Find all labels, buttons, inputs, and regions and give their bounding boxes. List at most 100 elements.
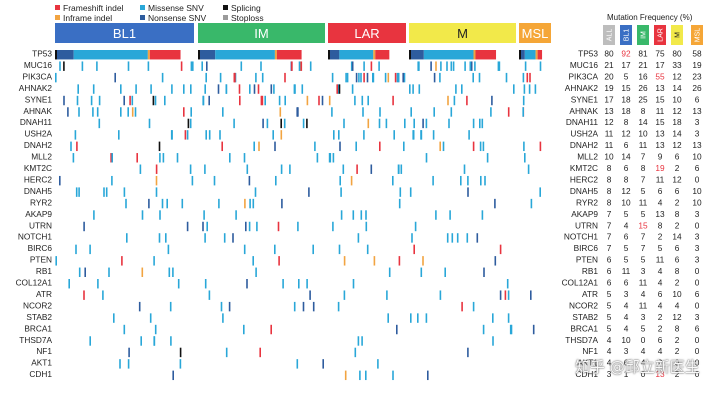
legend-swatch [223,5,228,10]
frequency-value: 10 [672,289,682,299]
frequency-value: 7 [641,243,646,253]
legend-label: Splicing [231,3,261,13]
mutation-tick [222,313,224,323]
mutation-tick [367,95,369,106]
mutation-tick [492,313,494,323]
frequency-value: 5 [624,71,629,81]
mutation-tick [357,233,360,243]
frequency-value: 0 [675,358,680,368]
mutation-tick [314,141,316,152]
mutation-tick [433,107,435,117]
mutation-tick [238,84,241,94]
frequency-value: 14 [638,117,648,127]
gene-label: DNAH11 [20,117,53,127]
mutation-tick [440,61,442,71]
mutation-tick [128,347,130,358]
mutation-tick [461,301,463,312]
mutation-tick [102,290,104,300]
mutation-tick [417,313,419,323]
frequency-value: 6 [658,186,663,196]
frequency-value: 0 [695,346,700,356]
mutation-tick [537,50,543,60]
mutation-tick [262,118,264,129]
frequency-value: 11 [639,140,648,150]
mutation-tick [340,210,343,220]
mutation-tick [422,256,424,266]
frequency-column-swatch [620,25,632,45]
mutation-tick [396,324,398,335]
frequency-value: 10 [692,197,702,207]
mutation-tick [529,72,531,83]
mutation-tick [339,50,374,60]
frequency-value: 17 [621,60,631,70]
frequency-value: 13 [655,209,665,219]
mutation-tick [246,279,248,289]
mutation-tick [497,61,500,71]
gene-label: AHNAK2 [19,83,53,93]
mutation-tick [255,72,257,83]
frequency-value: 2 [658,232,663,242]
frequency-column-swatch [603,25,615,45]
mutation-tick [192,61,194,71]
mutation-tick [191,175,194,186]
frequency-value: 11 [639,197,648,207]
mutation-tick [464,61,466,71]
gene-label: AKAP9 [25,209,52,219]
frequency-value: 12 [604,117,614,127]
frequency-value: 8 [675,266,680,276]
mutation-tick [204,233,206,243]
mutation-tick [350,61,353,71]
mutation-tick [411,50,424,60]
mutation-tick [450,61,453,71]
mutation-tick [446,233,449,243]
mutation-tick [141,267,144,277]
mutation-tick [363,72,365,83]
frequency-gene-label: COL12A1 [562,278,599,288]
frequency-value: 75 [655,49,665,59]
mutation-tick [352,279,355,289]
mutation-tick [198,50,200,60]
frequency-value: 13 [655,140,665,150]
mutation-tick [170,336,172,346]
mutation-tick [504,290,507,300]
frequency-value: 0 [695,220,700,230]
frequency-value: 12 [672,312,682,322]
mutation-tick [89,336,91,346]
frequency-value: 4 [624,220,629,230]
mutation-tick [206,221,208,232]
legend-label: Inframe indel [63,13,113,23]
frequency-value: 7 [641,174,646,184]
mutation-tick [413,118,415,129]
frequency-value: 0 [641,369,646,379]
mutation-tick [469,61,472,71]
mutation-tick [164,95,166,106]
mutation-tick [270,324,272,335]
mutation-tick [466,95,468,106]
frequency-column-label: BL1 [624,29,631,42]
mutation-tick [302,118,305,129]
mutation-tick [72,153,75,163]
frequency-value: 2 [675,335,680,345]
frequency-column-label: ALL [607,29,614,42]
mutation-tick [417,61,419,71]
frequency-value: 6 [658,335,663,345]
legend-label: Frameshift indel [63,3,124,13]
mutation-tick [396,72,399,83]
mutation-tick [539,141,542,152]
mutation-tick [397,72,400,83]
mutation-tick [221,141,223,152]
mutation-tick [338,84,341,94]
gene-label: DNAH2 [24,140,53,150]
mutation-tick [355,72,358,83]
frequency-value: 0 [695,300,700,310]
frequency-value: 5 [641,323,646,333]
mutation-tick [55,72,57,83]
mutation-tick [412,84,414,94]
mutation-tick [316,153,319,163]
mutation-tick [243,324,245,335]
mutation-tick [452,61,455,71]
mutation-tick [332,221,334,232]
mutation-tick [127,359,130,369]
mutation-tick [235,210,237,220]
mutation-tick [478,72,481,83]
